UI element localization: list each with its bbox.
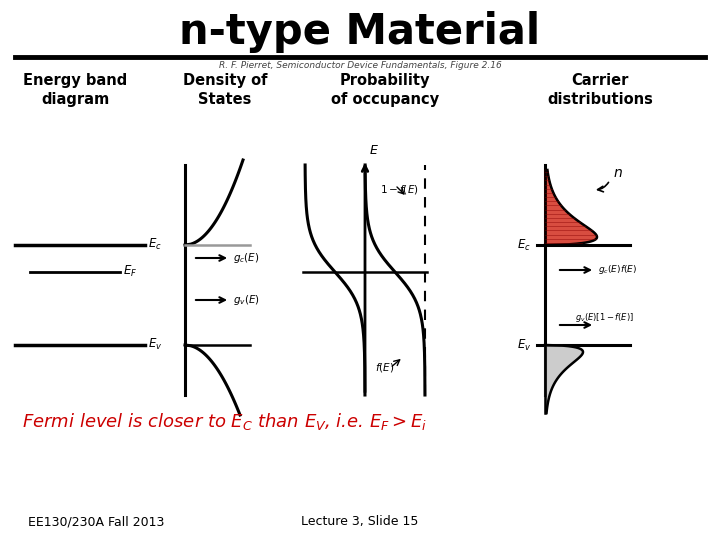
Polygon shape [545,345,583,413]
Text: n-type Material: n-type Material [179,11,541,53]
Text: $E_c$: $E_c$ [148,237,162,252]
Text: $E$: $E$ [369,144,379,157]
Text: $g_c(E)f(E)$: $g_c(E)f(E)$ [598,264,637,276]
Text: Carrier
distributions: Carrier distributions [547,73,653,107]
Text: R. F. Pierret, Semiconductor Device Fundamentals, Figure 2.16: R. F. Pierret, Semiconductor Device Fund… [219,62,501,71]
Polygon shape [545,170,597,245]
Text: Lecture 3, Slide 15: Lecture 3, Slide 15 [301,516,419,529]
Text: Probability
of occupancy: Probability of occupancy [331,73,439,107]
Text: Fermi level is closer to $E_C$ than $E_V$, i.e. $E_F$$>$$E_i$: Fermi level is closer to $E_C$ than $E_V… [22,411,427,433]
Text: $1-f(E)$: $1-f(E)$ [380,184,419,197]
Text: $f(E)$: $f(E)$ [375,361,395,374]
Text: $E_v$: $E_v$ [148,336,163,352]
Text: $g_v(E)$: $g_v(E)$ [233,293,260,307]
Text: $g_c(E)$: $g_c(E)$ [233,251,260,265]
Text: $E_v$: $E_v$ [517,338,531,353]
Text: $n$: $n$ [613,166,623,180]
Text: Density of
States: Density of States [183,73,267,107]
Text: Energy band
diagram: Energy band diagram [23,73,127,107]
Text: $E_c$: $E_c$ [517,238,531,253]
Text: EE130/230A Fall 2013: EE130/230A Fall 2013 [28,516,164,529]
Text: $E_F$: $E_F$ [123,264,138,279]
Text: $g_v(E)[1-f(E)]$: $g_v(E)[1-f(E)]$ [575,312,634,325]
